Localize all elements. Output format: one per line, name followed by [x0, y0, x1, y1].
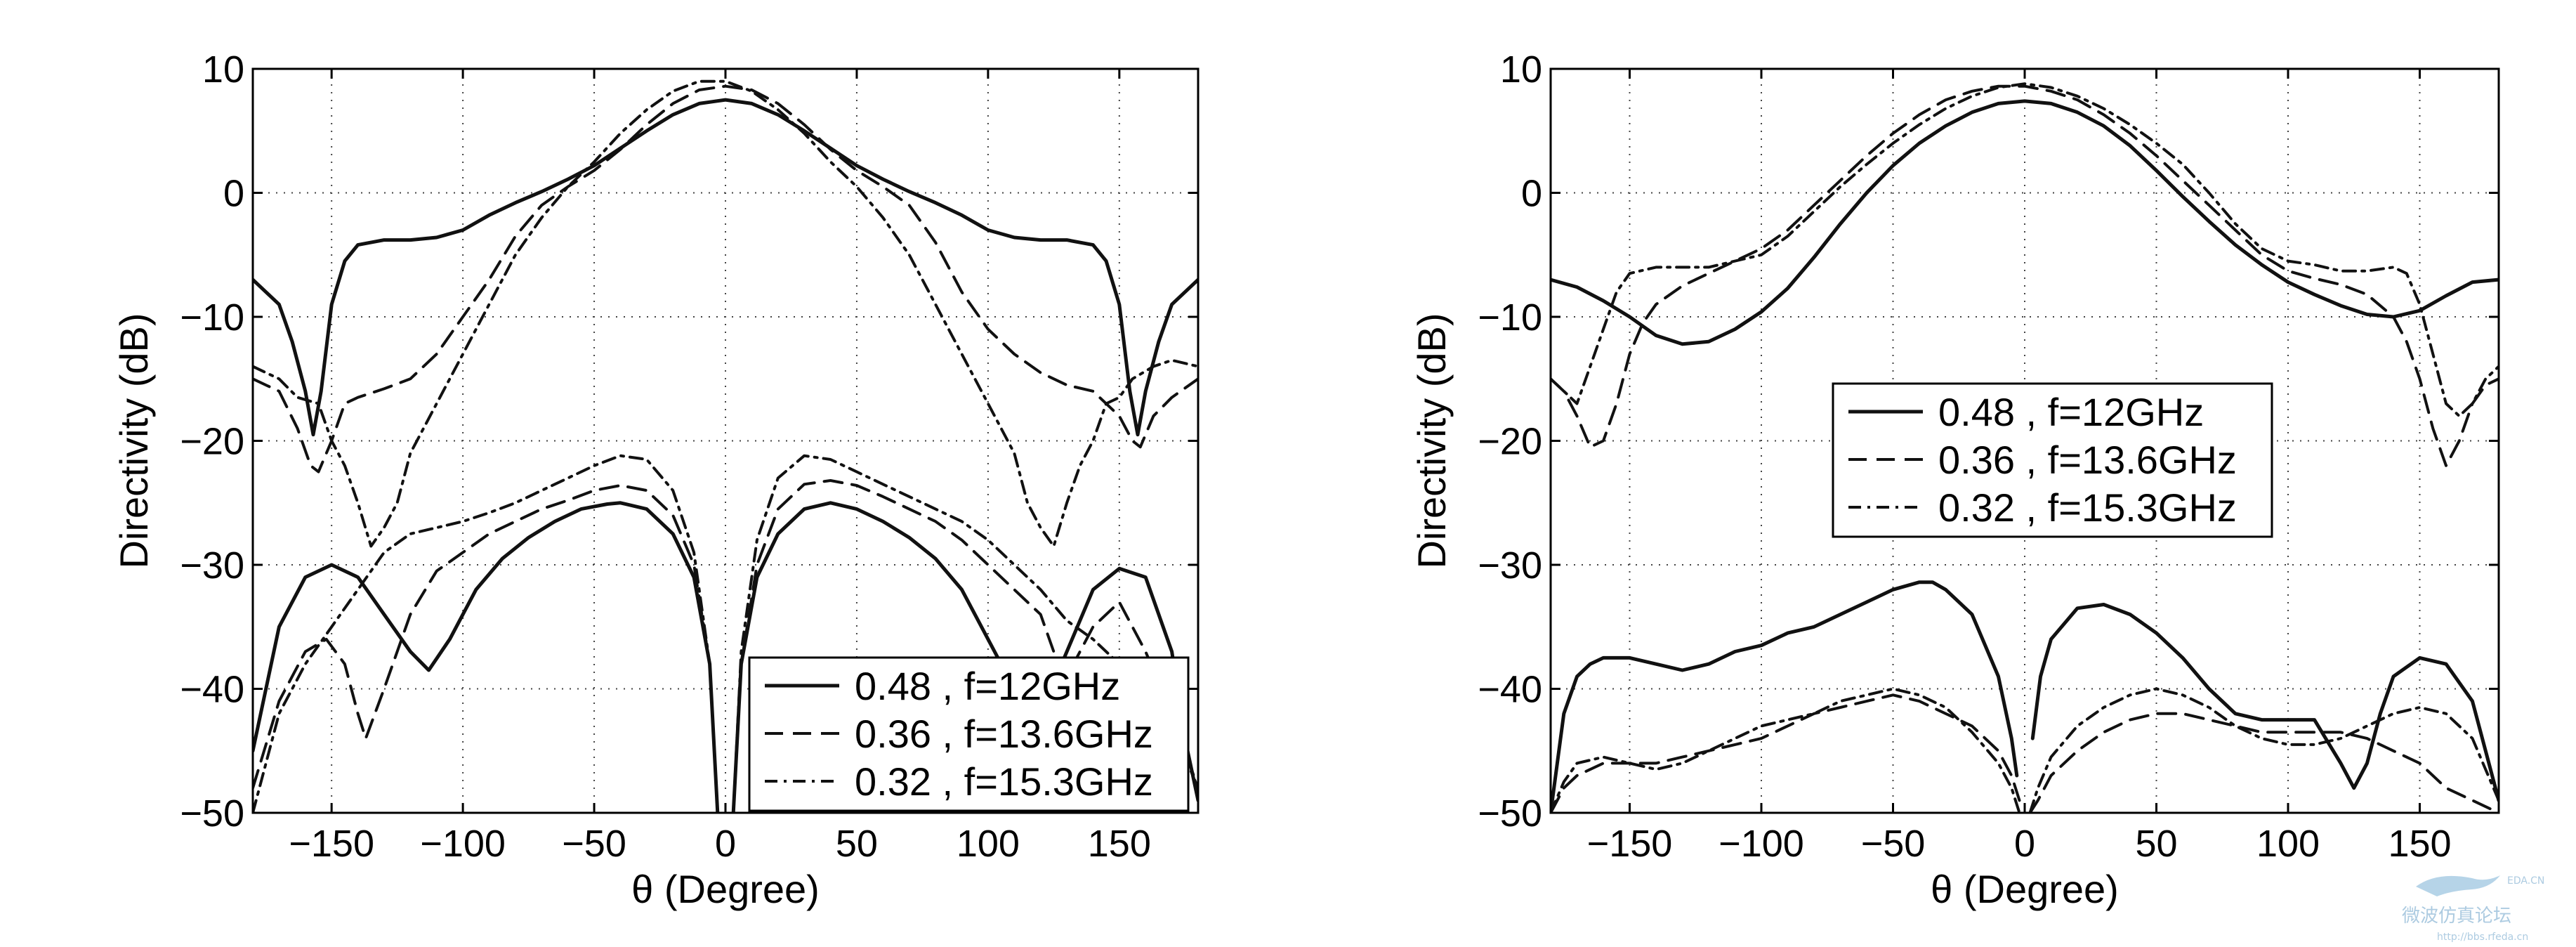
y-tick-label: −20 — [1478, 421, 1542, 463]
legend-label: 0.32 , f=15.3GHz — [855, 759, 1153, 804]
y-tick-label: −10 — [180, 296, 244, 339]
y-tick-label: −10 — [1478, 296, 1542, 339]
x-tick-label: −150 — [289, 823, 374, 865]
series-line-solid — [1551, 99, 2499, 346]
series-line-dashed — [253, 484, 719, 813]
y-axis-label: Directivity (dB) — [1409, 313, 1454, 568]
x-tick-label: 0 — [715, 823, 736, 865]
y-tick-label: −30 — [180, 544, 244, 587]
legend-label: 0.36 , f=13.6GHz — [1938, 438, 2237, 482]
x-tick-label: 50 — [2135, 823, 2177, 865]
y-tick-label: −40 — [1478, 669, 1542, 711]
x-tick-label: −50 — [1861, 823, 1926, 865]
x-tick-label: 0 — [2014, 823, 2035, 865]
series-line-dashed — [253, 84, 1198, 474]
series-line-solid — [2030, 603, 2499, 802]
y-tick-label: 0 — [223, 173, 244, 215]
series-line-dashed — [1551, 693, 2021, 813]
y-tick-label: −50 — [1478, 792, 1542, 835]
series-line-dashdot — [2028, 687, 2499, 813]
y-tick-label: −40 — [180, 669, 244, 711]
series-line-solid — [253, 98, 1198, 437]
series-group — [253, 79, 1198, 813]
series-line-dashdot — [1551, 687, 2021, 813]
x-tick-label: 100 — [2256, 823, 2320, 865]
series-line-solid — [731, 501, 1198, 813]
series-line-solid — [253, 501, 720, 813]
series-line-dashed — [2028, 712, 2499, 813]
series-group — [1551, 82, 2499, 813]
series-line-dashdot — [1551, 82, 2499, 418]
x-tick-label: −150 — [1587, 823, 1673, 865]
legend-box — [748, 656, 1190, 812]
y-tick-label: −20 — [180, 421, 244, 463]
watermark-url: http://bbs.rfeda.cn — [2437, 932, 2528, 943]
series-line-dashed — [1551, 84, 2499, 467]
x-axis-label: θ (Degree) — [1931, 867, 2119, 911]
series-line-solid — [1551, 580, 2019, 813]
y-tick-label: 0 — [1521, 173, 1542, 215]
watermark-title: 微波仿真论坛 — [2402, 906, 2511, 927]
x-tick-label: 50 — [836, 823, 878, 865]
right-directivity-plot: −150 −100 −50 0 50 100 150100−10−20−30−40−50θ … — [1409, 48, 2500, 911]
x-tick-label: 150 — [2388, 823, 2451, 865]
series-line-dashdot — [253, 454, 719, 813]
y-tick-label: −50 — [180, 792, 244, 835]
y-tick-label: 10 — [1500, 48, 1542, 91]
x-tick-label: 150 — [1088, 823, 1151, 865]
watermark-domain: EDA.CN — [2507, 875, 2544, 887]
series-line-dashed — [732, 479, 1198, 813]
x-tick-label: −50 — [562, 823, 626, 865]
legend-label: 0.48 , f=12GHz — [1938, 390, 2204, 434]
legend-label: 0.32 , f=15.3GHz — [1938, 485, 2237, 530]
series-line-dashdot — [253, 79, 1198, 548]
x-tick-label: −100 — [420, 823, 506, 865]
y-tick-label: −30 — [1478, 544, 1542, 587]
forum-watermark: EDA.CN 微波仿真论坛 http://bbs.rfeda.cn — [2402, 875, 2544, 943]
y-axis-label: Directivity (dB) — [112, 313, 156, 568]
x-tick-label: −100 — [1719, 823, 1804, 865]
legend-label: 0.36 , f=13.6GHz — [855, 712, 1153, 756]
legend-label: 0.48 , f=12GHz — [855, 664, 1120, 708]
bird-logo-icon — [2416, 875, 2500, 896]
x-tick-label: 100 — [957, 823, 1020, 865]
y-tick-label: 10 — [202, 48, 244, 91]
left-directivity-plot: −150 −100 −50 0 50 100 150100−10−20−30−40−50θ … — [112, 48, 1200, 911]
x-axis-label: θ (Degree) — [631, 867, 820, 911]
